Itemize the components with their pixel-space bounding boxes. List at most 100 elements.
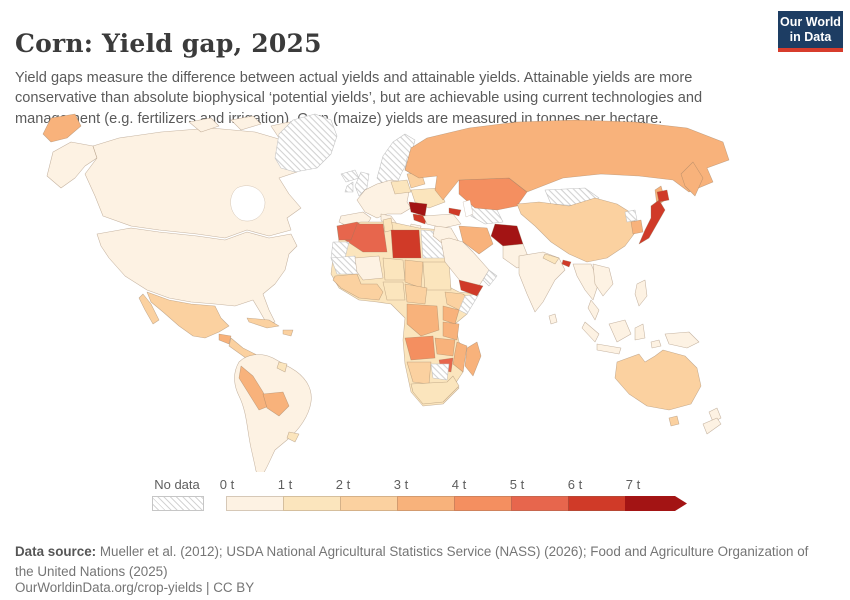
- region-georgia[interactable]: [448, 207, 462, 217]
- footer-license-link[interactable]: OurWorldinData.org/crop-yields | CC BY: [15, 580, 255, 596]
- region-russia-kamchatka[interactable]: [680, 161, 704, 197]
- legend-bin-3[interactable]: [397, 496, 455, 511]
- region-guatemala[interactable]: [218, 333, 232, 345]
- region-arctic-islands[interactable]: [188, 117, 220, 133]
- legend-no-data-label: No data: [154, 477, 200, 492]
- footer-source-text: Mueller et al. (2012); USDA National Agr…: [15, 544, 809, 579]
- region-libya[interactable]: [390, 229, 422, 259]
- region-dr-congo[interactable]: [406, 303, 440, 337]
- owid-logo-line1: Our World: [780, 14, 841, 29]
- legend-tick-3: 3 t: [393, 477, 409, 492]
- region-tasmania[interactable]: [668, 415, 680, 427]
- legend-tick-0: 0 t: [219, 477, 235, 492]
- region-nepal[interactable]: [542, 253, 560, 265]
- region-turkey[interactable]: [422, 213, 462, 229]
- region-indonesia-moluccas[interactable]: [650, 339, 662, 349]
- region-india[interactable]: [518, 251, 566, 313]
- region-yemen[interactable]: [458, 279, 484, 297]
- caspian-sea: [462, 199, 474, 218]
- region-malaysia[interactable]: [587, 299, 600, 321]
- region-hispaniola[interactable]: [282, 329, 294, 337]
- legend-no-data-swatch[interactable]: [152, 496, 204, 511]
- region-iran[interactable]: [458, 225, 494, 255]
- region-russia[interactable]: [404, 119, 730, 201]
- region-mexico[interactable]: [146, 291, 230, 339]
- region-indochina[interactable]: [592, 263, 614, 297]
- region-australia[interactable]: [614, 349, 702, 411]
- legend-bin-7-arrow[interactable]: [625, 496, 687, 511]
- legend-tick-7: 7 t: [625, 477, 641, 492]
- region-bhutan[interactable]: [561, 259, 572, 268]
- footer-source-label: Data source:: [15, 544, 97, 560]
- region-new-zealand-north[interactable]: [708, 407, 722, 423]
- legend-tick-4: 4 t: [451, 477, 467, 492]
- region-south-africa[interactable]: [410, 375, 460, 405]
- region-greenland[interactable]: [274, 113, 338, 173]
- world-choropleth-map: [39, 112, 811, 476]
- region-peru[interactable]: [238, 365, 270, 411]
- region-bolivia[interactable]: [262, 391, 290, 417]
- region-cameroon[interactable]: [404, 283, 428, 305]
- world-map-svg: [42, 113, 730, 476]
- region-indonesia-borneo[interactable]: [608, 319, 632, 343]
- region-botswana[interactable]: [430, 363, 450, 381]
- region-madagascar[interactable]: [464, 341, 482, 377]
- region-canada[interactable]: [84, 127, 302, 239]
- legend-bin-4[interactable]: [454, 496, 512, 511]
- region-romania[interactable]: [408, 201, 428, 217]
- region-indonesia-sumatra[interactable]: [581, 321, 600, 343]
- region-nigeria[interactable]: [382, 281, 406, 301]
- region-myanmar-thailand[interactable]: [572, 263, 600, 301]
- region-tanzania[interactable]: [442, 321, 460, 341]
- region-north-korea[interactable]: [624, 209, 638, 223]
- region-zambia[interactable]: [434, 337, 456, 357]
- region-mali[interactable]: [354, 255, 384, 281]
- region-angola[interactable]: [404, 335, 436, 361]
- legend-bin-1[interactable]: [283, 496, 341, 511]
- region-indonesia-sulawesi[interactable]: [634, 323, 646, 341]
- owid-logo[interactable]: Our World in Data: [778, 11, 843, 52]
- page-subtitle: Yield gaps measure the difference betwee…: [15, 69, 703, 128]
- legend-tick-6: 6 t: [567, 477, 583, 492]
- region-united-kingdom[interactable]: [354, 171, 370, 197]
- footer-data-source: Data source: Mueller et al. (2012); USDA…: [15, 542, 830, 581]
- region-algeria[interactable]: [344, 223, 388, 253]
- region-russia-chukotka[interactable]: [42, 113, 82, 143]
- region-china[interactable]: [516, 197, 638, 263]
- region-united-states[interactable]: [96, 227, 298, 325]
- legend-tick-2: 2 t: [335, 477, 351, 492]
- region-cuba[interactable]: [246, 317, 280, 329]
- region-poland[interactable]: [390, 179, 412, 195]
- region-mexico-baja[interactable]: [138, 293, 160, 325]
- region-japan[interactable]: [638, 199, 666, 245]
- region-uruguay[interactable]: [286, 431, 300, 443]
- region-ireland[interactable]: [344, 181, 354, 193]
- region-west-africa[interactable]: [332, 273, 384, 301]
- hudson-bay: [230, 185, 266, 222]
- page-title: Corn: Yield gap, 2025: [15, 28, 322, 58]
- legend-bin-0[interactable]: [226, 496, 284, 511]
- legend-tick-5: 5 t: [509, 477, 525, 492]
- region-sudan[interactable]: [422, 261, 452, 291]
- region-south-korea[interactable]: [630, 219, 644, 235]
- region-afghanistan[interactable]: [490, 223, 524, 247]
- owid-logo-line2: in Data: [789, 29, 832, 44]
- region-arctic-islands[interactable]: [230, 115, 262, 131]
- region-mozambique[interactable]: [452, 341, 468, 373]
- region-niger[interactable]: [382, 257, 406, 281]
- region-japan-hokkaido[interactable]: [656, 189, 670, 203]
- legend-bin-5[interactable]: [511, 496, 569, 511]
- region-oman[interactable]: [482, 269, 498, 287]
- legend-bin-2[interactable]: [340, 496, 398, 511]
- region-iceland[interactable]: [340, 169, 360, 183]
- region-guyana[interactable]: [276, 361, 288, 373]
- legend-tick-1: 1 t: [277, 477, 293, 492]
- region-new-zealand-south[interactable]: [702, 417, 722, 435]
- region-new-guinea[interactable]: [664, 331, 700, 349]
- region-indonesia-java[interactable]: [596, 343, 622, 355]
- region-philippines[interactable]: [634, 279, 648, 307]
- region-sri-lanka[interactable]: [548, 313, 558, 325]
- legend-color-bar: [226, 496, 687, 511]
- legend-bin-6[interactable]: [568, 496, 626, 511]
